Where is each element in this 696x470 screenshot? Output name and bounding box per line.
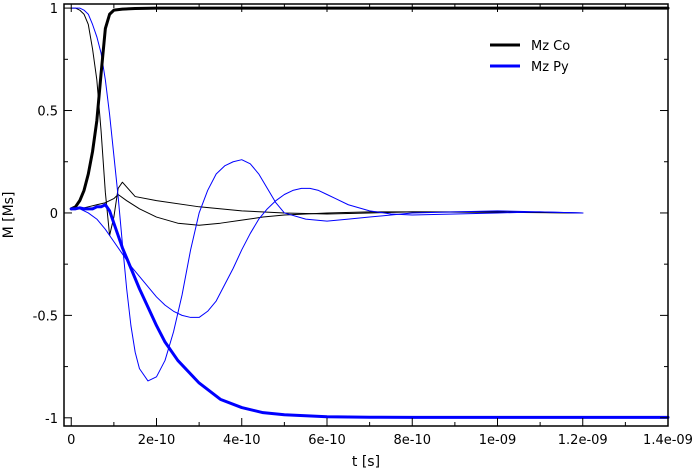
y-tick-label: 1 <box>50 2 58 17</box>
y-tick-label: 0.5 <box>37 105 58 120</box>
y-axis-ticks: 1 0.5 0 -0.5 -1 <box>33 2 668 427</box>
x-tick-label: 1.4e-09 <box>643 433 693 448</box>
x-tick-label: 6e-10 <box>308 433 346 448</box>
x-tick-label: 1e-09 <box>479 433 517 448</box>
mz-py-line <box>69 203 670 419</box>
legend-label-mz-py: Mz Py <box>531 60 569 75</box>
legend-label-mz-co: Mz Co <box>531 39 570 54</box>
y-tick-label: -1 <box>45 412 58 427</box>
legend-background <box>483 30 595 80</box>
series-4-line <box>70 7 584 382</box>
x-tick-label: 0 <box>67 433 75 448</box>
plot-frame <box>63 3 669 427</box>
x-tick-label: 4e-10 <box>223 433 261 448</box>
series-3-line <box>70 194 584 226</box>
series-5-line <box>70 187 584 318</box>
y-axis-label: M [Ms] <box>1 192 17 239</box>
y-tick-label: 0 <box>50 207 58 222</box>
x-axis-ticks: 0 2e-10 4e-10 6e-10 8e-10 1e-09 1.2e-09 1.4e-09 <box>67 4 693 448</box>
x-axis-label: t [s] <box>352 454 380 470</box>
y-tick-label: -0.5 <box>33 309 58 324</box>
x-tick-label: 2e-10 <box>138 433 176 448</box>
mz-co-line <box>69 6 670 211</box>
x-tick-label: 8e-10 <box>393 433 431 448</box>
legend: Mz Co Mz Py <box>483 30 595 80</box>
series-layer <box>69 6 670 419</box>
series-2-line <box>70 7 584 236</box>
x-tick-label: 1.2e-09 <box>558 433 608 448</box>
